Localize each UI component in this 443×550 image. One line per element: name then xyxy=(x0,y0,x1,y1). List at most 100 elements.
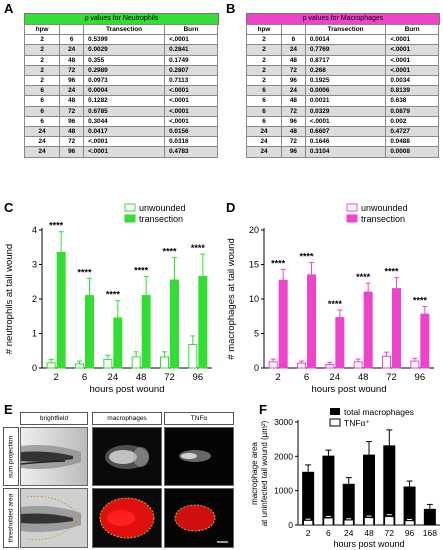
bar-total-macrophages xyxy=(383,445,396,525)
table-cell: 6 xyxy=(246,115,282,128)
significance-marker: **** xyxy=(299,251,314,261)
table-row: 2 6 0.5399 <.0001 xyxy=(23,34,218,46)
neutrophil-p-value-table: hpw Transection Burn 2 6 0.5399 <.0001 2 24 0.002… xyxy=(23,23,218,158)
bar-unwounded xyxy=(103,358,113,369)
bar-total-macrophages xyxy=(342,483,355,525)
table-cell: 48 xyxy=(281,95,306,107)
panel-label-c: C xyxy=(4,200,14,215)
table-cell: 0.0973 xyxy=(83,75,166,87)
macrophage-area-bar-chart: 0 1000 2000 3000 macrophage area at uninfecte… xyxy=(250,407,440,549)
y-axis-label: macrophage area xyxy=(250,442,259,505)
bar-tnfa-positive xyxy=(323,517,334,526)
table-cell: <.0001 xyxy=(385,44,439,56)
bar-transection xyxy=(278,279,288,369)
bar-unwounded xyxy=(410,360,420,369)
bar-unwounded xyxy=(188,344,198,369)
significance-marker: **** xyxy=(162,247,177,257)
bar-transection xyxy=(170,279,179,369)
table-cell: 24 xyxy=(59,44,85,56)
table-cell: <.0001 xyxy=(304,115,387,128)
table-cell: 0.355 xyxy=(83,54,166,66)
table-header-cell: hpw xyxy=(246,23,282,36)
table-header-cell: Burn xyxy=(164,23,218,36)
x-tick-label: 72 xyxy=(164,372,175,383)
legend-swatch xyxy=(124,203,136,212)
table-cell: 2 xyxy=(23,44,61,56)
bar-total-macrophages xyxy=(322,455,335,525)
table-cell: 96 xyxy=(281,75,306,87)
y-tick-label: 15 xyxy=(249,260,259,270)
bar-transection xyxy=(113,317,123,369)
table-cell: 24 xyxy=(59,85,85,97)
x-axis-label: hours post wound xyxy=(333,539,404,549)
bar-transection xyxy=(392,288,401,369)
table-cell: 0.4783 xyxy=(164,146,218,158)
bar-tnfa-positive xyxy=(303,520,313,526)
table-cell: 96 xyxy=(281,115,306,128)
x-tick-label: 6 xyxy=(82,372,87,383)
bar-unwounded xyxy=(268,361,278,369)
table-header-cell: Transection xyxy=(304,23,387,36)
col-header-brightfield: brightfield xyxy=(20,412,88,425)
tnfa-sum-projection-image xyxy=(164,427,234,486)
table-cell: 0.0417 xyxy=(83,126,166,138)
bar-unwounded xyxy=(353,361,363,369)
table-cell: 0.0488 xyxy=(385,136,439,148)
table-cell: 48 xyxy=(59,95,85,107)
x-tick-label: 48 xyxy=(136,372,147,383)
table-cell: <.0001 xyxy=(164,34,218,46)
col-header-tnfa: TNFα xyxy=(164,412,234,425)
brightfield-sum-projection-image xyxy=(20,427,88,486)
table-cell: 72 xyxy=(281,105,306,117)
bar-transection xyxy=(420,313,430,369)
y-tick-label: 10 xyxy=(249,294,259,304)
table-cell: 2 xyxy=(246,54,282,66)
y-tick-label: 4 xyxy=(32,225,37,235)
table-cell: 0.8717 xyxy=(304,54,387,66)
bar-unwounded xyxy=(382,355,391,369)
x-tick-label: 72 xyxy=(386,372,397,383)
table-cell: 2 xyxy=(246,44,282,56)
table-cell: <.0001 xyxy=(83,136,166,148)
table-cell: 0.1925 xyxy=(304,75,387,87)
table-row: 2 96 0.0973 0.7113 xyxy=(23,75,218,87)
table-cell: 2 xyxy=(23,34,61,46)
table-row: 24 48 0.0417 0.0156 xyxy=(23,126,218,138)
legend-swatch xyxy=(329,418,341,427)
panel-label-f: F xyxy=(259,402,267,417)
legend-label: total macrophages xyxy=(344,407,414,417)
table-cell: 0.0156 xyxy=(164,126,218,138)
table-header-cell xyxy=(59,23,85,36)
table-cell: 6 xyxy=(281,34,306,46)
significance-marker: **** xyxy=(271,258,286,268)
table-cell: 0.1282 xyxy=(83,95,166,107)
table-cell: 0.3044 xyxy=(83,115,166,128)
table-cell: 6 xyxy=(246,85,282,97)
table-cell: 0.0029 xyxy=(83,44,166,56)
brightfield-thresholded-image xyxy=(20,488,88,548)
legend-label: unwounded xyxy=(139,203,186,213)
bar-transection xyxy=(141,295,151,369)
x-tick-label: 96 xyxy=(193,372,204,383)
significance-marker: **** xyxy=(356,272,371,282)
table-row: 2 96 0.1925 0.0034 xyxy=(246,75,439,87)
table-cell: 24 xyxy=(23,126,61,138)
table-cell: 0.0034 xyxy=(385,75,439,87)
bar-total-macrophages xyxy=(403,486,416,525)
table-cell: 6 xyxy=(246,95,282,107)
table-cell: 0.0006 xyxy=(304,85,387,97)
bar-unwounded xyxy=(160,356,169,369)
table-cell: 0.0004 xyxy=(83,85,166,97)
table-cell: <.0001 xyxy=(164,95,218,107)
panel-label-e: E xyxy=(4,402,13,417)
table-row: 6 96 0.3044 <.0001 xyxy=(23,115,218,128)
table-cell: 24 xyxy=(246,136,282,148)
legend-label: unwounded xyxy=(361,203,408,213)
table-cell: 0.3104 xyxy=(304,146,387,158)
table-row: 2 72 0.268 <.0001 xyxy=(246,64,439,77)
significance-marker: **** xyxy=(413,296,428,306)
bar-unwounded xyxy=(46,362,56,369)
table-cell: 0.7113 xyxy=(164,75,218,87)
table-row: 6 96 <.0001 0.002 xyxy=(246,115,439,128)
x-tick-label: 96 xyxy=(415,372,426,383)
